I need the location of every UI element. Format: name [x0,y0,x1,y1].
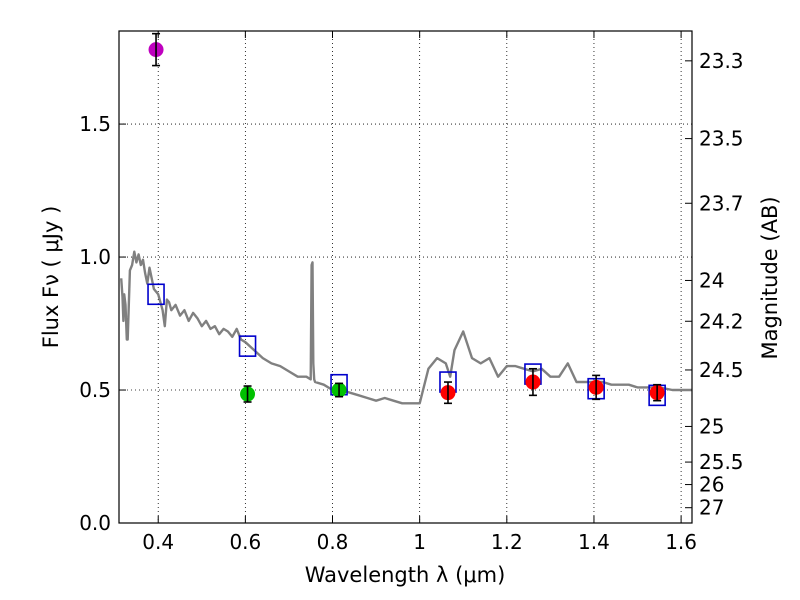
x-tick-labels: 0.4 0.6 0.8 1 1.2 1.4 1.6 [142,530,697,554]
x-tick-label: 0.8 [317,530,349,554]
x-axis-label: Wavelength λ (μm) [305,563,506,587]
y-tick-label: 1.0 [79,245,111,269]
y2-tick-label: 25 [699,414,724,438]
plot-frame [118,30,693,524]
x-tick-label: 1.4 [578,530,610,554]
y-tick-label: 0.5 [79,378,111,402]
x-tick-label: 1.6 [665,530,697,554]
y2-tick-label: 27 [699,496,724,520]
y-tick-label: 0.0 [79,511,111,535]
y-axis-label: Flux Fν ( μJy ) [39,206,63,349]
model-spectrum-line [120,250,692,405]
x-tick-label: 1 [413,530,426,554]
y-tick-labels: 0.0 0.5 1.0 1.5 [79,112,111,535]
model-photometry-box [238,335,257,357]
y2-tick-label: 25.5 [699,450,744,474]
y2-tick-label: 24.5 [699,358,744,382]
model-photometry-box [147,283,165,306]
y2-tick-label: 26 [699,473,724,497]
model-spectrum-layer [120,250,692,405]
x-tick-label: 0.6 [229,530,261,554]
y2-tick-label: 23.5 [699,127,744,151]
y2-tick-label: 24 [699,268,724,292]
x-tick-label: 0.4 [142,530,174,554]
y2-tick-label: 23.7 [699,191,744,215]
photometry-layer [147,32,666,407]
tick-marks [119,31,692,524]
x-tick-label: 1.2 [491,530,523,554]
y2-axis-label: Magnitude (AB) [758,196,782,359]
y2-tick-label: 23.3 [699,49,744,73]
grid-lines [119,31,692,523]
y-tick-label: 1.5 [79,112,111,136]
y2-tick-label: 24.2 [699,309,744,333]
